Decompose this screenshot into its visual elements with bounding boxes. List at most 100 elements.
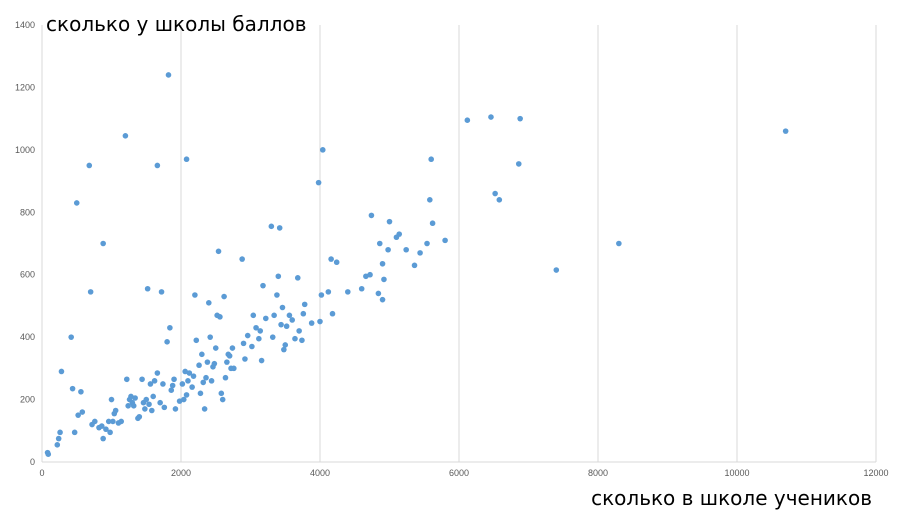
data-point-0-126 — [292, 335, 298, 342]
data-point-0-27 — [112, 407, 119, 414]
data-point-0-60 — [169, 382, 176, 389]
data-point-0-54 — [160, 381, 166, 387]
x-tick-label-6: 12000 — [863, 468, 888, 478]
data-point-0-12 — [79, 409, 86, 415]
x-axis-label: сколько в школе учеников — [591, 486, 872, 510]
data-point-0-128 — [296, 328, 302, 334]
data-point-0-70 — [186, 370, 193, 376]
data-point-0-116 — [274, 292, 280, 298]
data-point-0-51 — [154, 370, 161, 376]
data-point-0-170 — [616, 240, 622, 247]
data-point-0-159 — [427, 197, 433, 203]
y-axis-label: сколько у школы баллов — [46, 12, 307, 36]
data-point-0-134 — [317, 318, 323, 325]
data-point-0-145 — [368, 212, 375, 219]
data-point-0-71 — [189, 384, 195, 390]
data-point-0-97 — [226, 353, 233, 359]
data-point-0-24 — [108, 396, 115, 403]
data-point-0-160 — [428, 156, 435, 163]
data-point-0-45 — [146, 401, 152, 408]
data-point-0-147 — [376, 240, 383, 247]
data-point-0-57 — [165, 72, 172, 78]
data-point-0-107 — [253, 324, 259, 331]
data-point-0-49 — [151, 378, 158, 384]
data-point-0-108 — [256, 335, 262, 342]
data-point-0-69 — [185, 378, 191, 384]
grid-layer — [41, 25, 877, 463]
x-tick-label-1: 2000 — [171, 468, 191, 478]
data-point-0-83 — [207, 334, 213, 340]
data-point-0-167 — [515, 161, 522, 167]
data-point-0-139 — [329, 310, 336, 317]
data-point-0-166 — [496, 197, 503, 203]
data-point-0-19 — [100, 240, 106, 247]
tick-layer: 0 2000 4000 6000 8000 10000 12000 0 200 400 600 800… — [15, 20, 889, 478]
data-point-0-25 — [110, 418, 116, 425]
data-point-0-13 — [86, 162, 93, 169]
data-point-0-105 — [249, 343, 255, 350]
data-point-0-3 — [55, 435, 62, 442]
data-point-0-102 — [240, 340, 247, 347]
data-point-0-111 — [260, 282, 266, 289]
data-point-0-32 — [125, 403, 131, 409]
data-point-0-95 — [224, 359, 230, 365]
data-point-0-39 — [136, 413, 143, 420]
y-tick-label-0: 0 — [30, 457, 35, 467]
data-point-0-74 — [193, 337, 200, 344]
data-point-0-58 — [167, 324, 173, 331]
data-point-0-118 — [276, 225, 283, 231]
data-point-0-133 — [315, 179, 322, 186]
data-point-0-46 — [147, 381, 154, 387]
data-point-0-100 — [231, 365, 237, 372]
data-point-0-93 — [221, 293, 227, 300]
data-point-0-92 — [219, 396, 226, 403]
data-point-0-40 — [139, 376, 145, 383]
x-tick-label-5: 10000 — [724, 468, 749, 478]
data-point-0-163 — [464, 117, 471, 124]
data-point-0-104 — [244, 332, 251, 339]
y-tick-label-5: 1000 — [15, 145, 35, 155]
data-point-0-138 — [328, 256, 334, 262]
data-point-0-61 — [171, 376, 177, 383]
data-point-0-89 — [215, 248, 222, 255]
data-point-0-22 — [105, 418, 112, 425]
y-tick-label-4: 800 — [20, 207, 35, 217]
data-point-0-8 — [71, 429, 78, 436]
data-point-0-148 — [379, 296, 386, 303]
data-point-0-120 — [279, 304, 286, 311]
data-point-0-99 — [229, 345, 236, 351]
data-point-0-115 — [271, 312, 277, 319]
data-point-0-135 — [318, 292, 325, 298]
data-point-0-136 — [319, 147, 326, 153]
data-point-0-171 — [782, 128, 789, 134]
data-point-0-21 — [103, 426, 109, 433]
data-point-0-154 — [396, 231, 403, 237]
data-point-0-72 — [190, 373, 197, 379]
y-tick-label-2: 400 — [20, 332, 35, 342]
data-point-0-164 — [488, 114, 494, 120]
data-point-0-64 — [179, 381, 186, 387]
data-point-0-161 — [429, 220, 436, 227]
data-point-0-140 — [333, 259, 340, 266]
data-point-0-44 — [144, 285, 151, 292]
data-point-0-5 — [58, 368, 65, 375]
data-point-0-65 — [180, 396, 187, 403]
data-point-0-137 — [325, 289, 332, 295]
x-tick-label-0: 0 — [39, 468, 44, 478]
data-point-0-119 — [278, 321, 284, 328]
data-point-0-1 — [45, 451, 52, 457]
data-point-0-84 — [208, 378, 215, 384]
data-point-0-31 — [123, 376, 130, 383]
data-point-0-23 — [107, 429, 113, 436]
x-tick-label-4: 8000 — [588, 468, 608, 478]
data-point-0-79 — [201, 406, 208, 412]
data-point-0-158 — [424, 240, 430, 247]
data-point-0-73 — [192, 292, 198, 298]
data-point-0-146 — [375, 290, 382, 297]
data-point-0-18 — [98, 423, 105, 429]
data-point-0-81 — [204, 359, 211, 365]
data-point-0-103 — [242, 356, 248, 362]
point-layer — [44, 72, 789, 457]
